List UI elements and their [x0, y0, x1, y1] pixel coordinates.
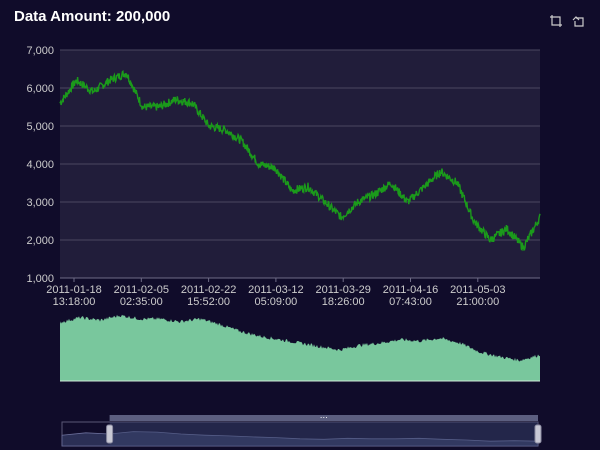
- y-tick-label: 7,000: [26, 45, 54, 57]
- x-tick-date: 2011-02-22: [181, 284, 236, 296]
- x-tick-time: 02:35:00: [120, 296, 163, 308]
- x-tick-time: 13:18:00: [53, 296, 96, 308]
- series-line: [59, 70, 541, 252]
- zoom-reset-icon[interactable]: [572, 14, 586, 28]
- slider-move-grip[interactable]: ⋯: [320, 413, 328, 422]
- slider-overview: [61, 431, 539, 447]
- data-zoom-icon[interactable]: [549, 14, 563, 28]
- slider-move-bar[interactable]: [109, 415, 538, 421]
- x-tick-time: 07:43:00: [389, 296, 432, 308]
- y-tick-label: 6,000: [26, 83, 54, 95]
- x-tick-date: 2011-04-16: [383, 284, 438, 296]
- x-tick-time: 21:00:00: [456, 296, 499, 308]
- x-tick-time: 05:09:00: [254, 296, 297, 308]
- x-tick-date: 2011-03-29: [315, 284, 370, 296]
- x-tick-date: 2011-03-12: [248, 284, 303, 296]
- y-tick-label: 5,000: [26, 121, 54, 133]
- y-tick-label: 2,000: [26, 235, 54, 247]
- y-tick-label: 4,000: [26, 159, 54, 171]
- x-tick-date: 2011-02-05: [114, 284, 169, 296]
- x-tick-time: 18:26:00: [322, 296, 365, 308]
- y-tick-label: 3,000: [26, 197, 54, 209]
- x-tick-date: 2011-05-03: [450, 284, 505, 296]
- x-tick-date: 2011-01-18: [46, 284, 101, 296]
- slider-handle-right[interactable]: [534, 424, 542, 444]
- volume-area: [60, 314, 540, 381]
- slider-selection[interactable]: [109, 422, 538, 446]
- data-zoom-slider[interactable]: ⋯: [61, 413, 542, 447]
- chart-toolbox: [549, 14, 586, 28]
- chart-title: Data Amount: 200,000: [14, 8, 171, 25]
- slider-handle-left[interactable]: [106, 424, 114, 444]
- y-tick-label: 1,000: [26, 273, 54, 285]
- x-tick-time: 15:52:00: [187, 296, 230, 308]
